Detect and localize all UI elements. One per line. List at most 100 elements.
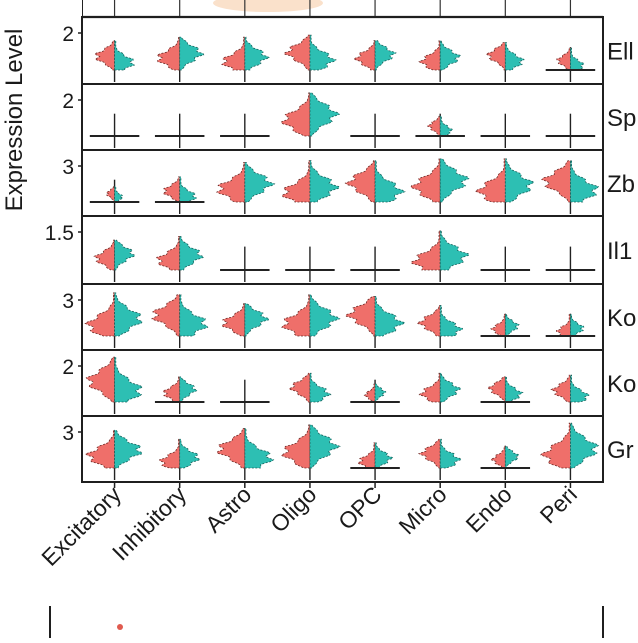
gene-panel: 3 Ko bbox=[62, 283, 636, 351]
violin bbox=[89, 113, 140, 148]
violin-right-half bbox=[374, 296, 406, 337]
violin-right-half bbox=[374, 383, 387, 403]
violin-right-half bbox=[114, 356, 144, 403]
violin bbox=[283, 34, 337, 82]
y-tick-label: 2 bbox=[62, 356, 74, 379]
violin bbox=[550, 374, 590, 414]
violin bbox=[156, 36, 205, 82]
gene-label: Ell bbox=[607, 39, 634, 66]
violin-left-half bbox=[283, 34, 311, 71]
violin bbox=[151, 294, 209, 348]
violin-left-half bbox=[474, 158, 506, 203]
gene-label: Gr bbox=[607, 437, 634, 464]
violin bbox=[344, 160, 406, 214]
violin-right-half bbox=[439, 438, 462, 469]
violin-left-half bbox=[490, 314, 506, 337]
violin-right-half bbox=[374, 40, 397, 71]
violin-left-half bbox=[487, 376, 506, 403]
violin bbox=[480, 445, 531, 480]
violin-left-half bbox=[555, 314, 571, 337]
violin bbox=[410, 230, 470, 282]
violin bbox=[350, 442, 400, 480]
y-tick-label: 3 bbox=[62, 156, 74, 179]
violin-right-half bbox=[439, 230, 470, 271]
violin-left-half bbox=[105, 186, 115, 203]
x-tick-label: Endo bbox=[460, 481, 516, 537]
gene-panel: 2 Sp bbox=[62, 83, 636, 151]
violin-right-half bbox=[439, 372, 462, 403]
violin-right-half bbox=[439, 115, 454, 137]
violin bbox=[485, 42, 525, 82]
violin-left-half bbox=[357, 442, 376, 469]
violin-right-half bbox=[439, 40, 461, 71]
violin-left-half bbox=[541, 160, 571, 203]
violin-left-half bbox=[221, 36, 246, 71]
violin bbox=[415, 113, 465, 148]
violin-right-half bbox=[309, 372, 332, 403]
violin bbox=[480, 313, 531, 348]
violin-right-half bbox=[179, 294, 209, 337]
violin bbox=[154, 376, 205, 414]
violin bbox=[545, 113, 596, 148]
y-tick-label: 1.5 bbox=[45, 222, 74, 245]
violin bbox=[545, 313, 596, 348]
violin bbox=[154, 176, 205, 214]
violin bbox=[541, 160, 599, 214]
x-tick-label: OPC bbox=[333, 481, 387, 535]
x-tick-label: Micro bbox=[394, 481, 452, 539]
violin bbox=[352, 40, 397, 82]
violin-right-half bbox=[309, 294, 341, 337]
panel-frame bbox=[81, 349, 604, 417]
violin-left-half bbox=[216, 428, 246, 469]
gene-panel: 2 Ko bbox=[62, 349, 636, 417]
violin bbox=[350, 113, 400, 148]
violin-left-half bbox=[84, 292, 115, 337]
violin bbox=[89, 179, 140, 214]
violin-right-half bbox=[504, 376, 524, 403]
y-tick-label: 3 bbox=[62, 290, 74, 313]
violin-right-half bbox=[374, 160, 406, 203]
violin bbox=[220, 379, 270, 414]
violin-left-half bbox=[280, 424, 311, 469]
violin bbox=[474, 158, 535, 214]
violin-right-half bbox=[570, 160, 599, 203]
violin-right-half bbox=[309, 92, 340, 137]
violin-right-half bbox=[244, 428, 275, 469]
gene-panel: 2 Ell bbox=[62, 16, 634, 85]
violin-left-half bbox=[162, 176, 181, 203]
violin-right-half bbox=[309, 424, 341, 469]
gene-panel: 3 Zb bbox=[62, 149, 635, 217]
violin bbox=[285, 246, 335, 282]
violin bbox=[418, 40, 461, 82]
violin bbox=[281, 92, 340, 148]
violin-left-half bbox=[352, 40, 376, 71]
violin-left-half bbox=[485, 42, 506, 71]
violin-right-half bbox=[179, 236, 205, 271]
violin-left-half bbox=[215, 162, 246, 203]
violin-right-half bbox=[179, 376, 199, 403]
gene-panel: 3 Gr bbox=[62, 415, 634, 483]
violin-left-half bbox=[556, 47, 571, 71]
x-tick-label: Peri bbox=[535, 481, 582, 528]
violin-left-half bbox=[281, 92, 311, 137]
violin-left-half bbox=[162, 376, 181, 403]
violin bbox=[221, 303, 270, 348]
violin-left-half bbox=[221, 303, 246, 337]
violin bbox=[84, 429, 143, 480]
violin-right-half bbox=[504, 314, 520, 337]
violin-left-half bbox=[151, 294, 181, 337]
gene-label: Zb bbox=[607, 171, 635, 198]
violin bbox=[220, 246, 270, 282]
violin bbox=[159, 438, 201, 480]
gene-label: Sp bbox=[607, 105, 636, 132]
violin-left-half bbox=[288, 372, 311, 403]
violin-right-half bbox=[244, 36, 271, 71]
violin bbox=[280, 424, 341, 480]
violin-left-half bbox=[540, 422, 571, 469]
violin-right-half bbox=[309, 160, 340, 203]
violin-right-half bbox=[114, 429, 143, 469]
violin-left-half bbox=[156, 36, 181, 71]
violin-left-half bbox=[490, 446, 506, 469]
violin-left-half bbox=[93, 40, 115, 71]
